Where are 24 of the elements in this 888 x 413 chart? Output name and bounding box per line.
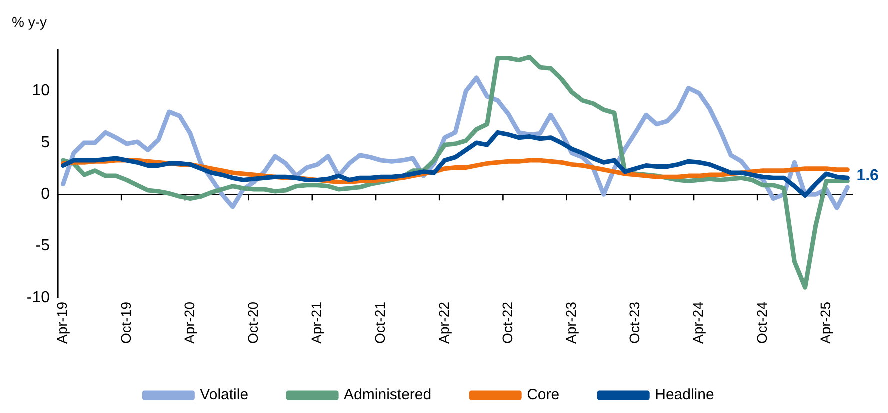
data-label: 1.6 xyxy=(856,168,880,185)
y-tick-label: 5 xyxy=(41,134,50,152)
y-axis-title: % y-y xyxy=(12,14,47,30)
y-tick-label: -5 xyxy=(36,238,50,255)
legend-label: Administered xyxy=(344,386,432,404)
x-tick-label: Apr-21 xyxy=(308,302,325,344)
x-tick-label: Apr-24 xyxy=(690,302,706,344)
x-tick-label: Apr-19 xyxy=(54,302,70,344)
x-tick-label: Apr-23 xyxy=(562,302,579,344)
x-tick-label: Oct-23 xyxy=(626,302,643,344)
legend-label: Core xyxy=(527,386,560,404)
y-tick-label: 10 xyxy=(32,82,50,100)
x-tick-label: Oct-24 xyxy=(754,302,770,344)
y-tick-label: -10 xyxy=(26,289,50,306)
x-tick-label: Apr-25 xyxy=(817,302,834,344)
x-tick-label: Apr-20 xyxy=(181,302,198,344)
y-tick-label: 0 xyxy=(41,186,50,204)
x-tick-label: Apr-22 xyxy=(436,302,452,344)
x-tick-label: Oct-19 xyxy=(118,302,134,344)
legend-label: Headline xyxy=(655,386,714,404)
x-tick-label: Oct-22 xyxy=(499,302,516,344)
legend-label: Volatile xyxy=(200,386,249,404)
x-tick-label: Oct-20 xyxy=(244,302,261,344)
x-tick-label: Oct-21 xyxy=(372,302,388,344)
